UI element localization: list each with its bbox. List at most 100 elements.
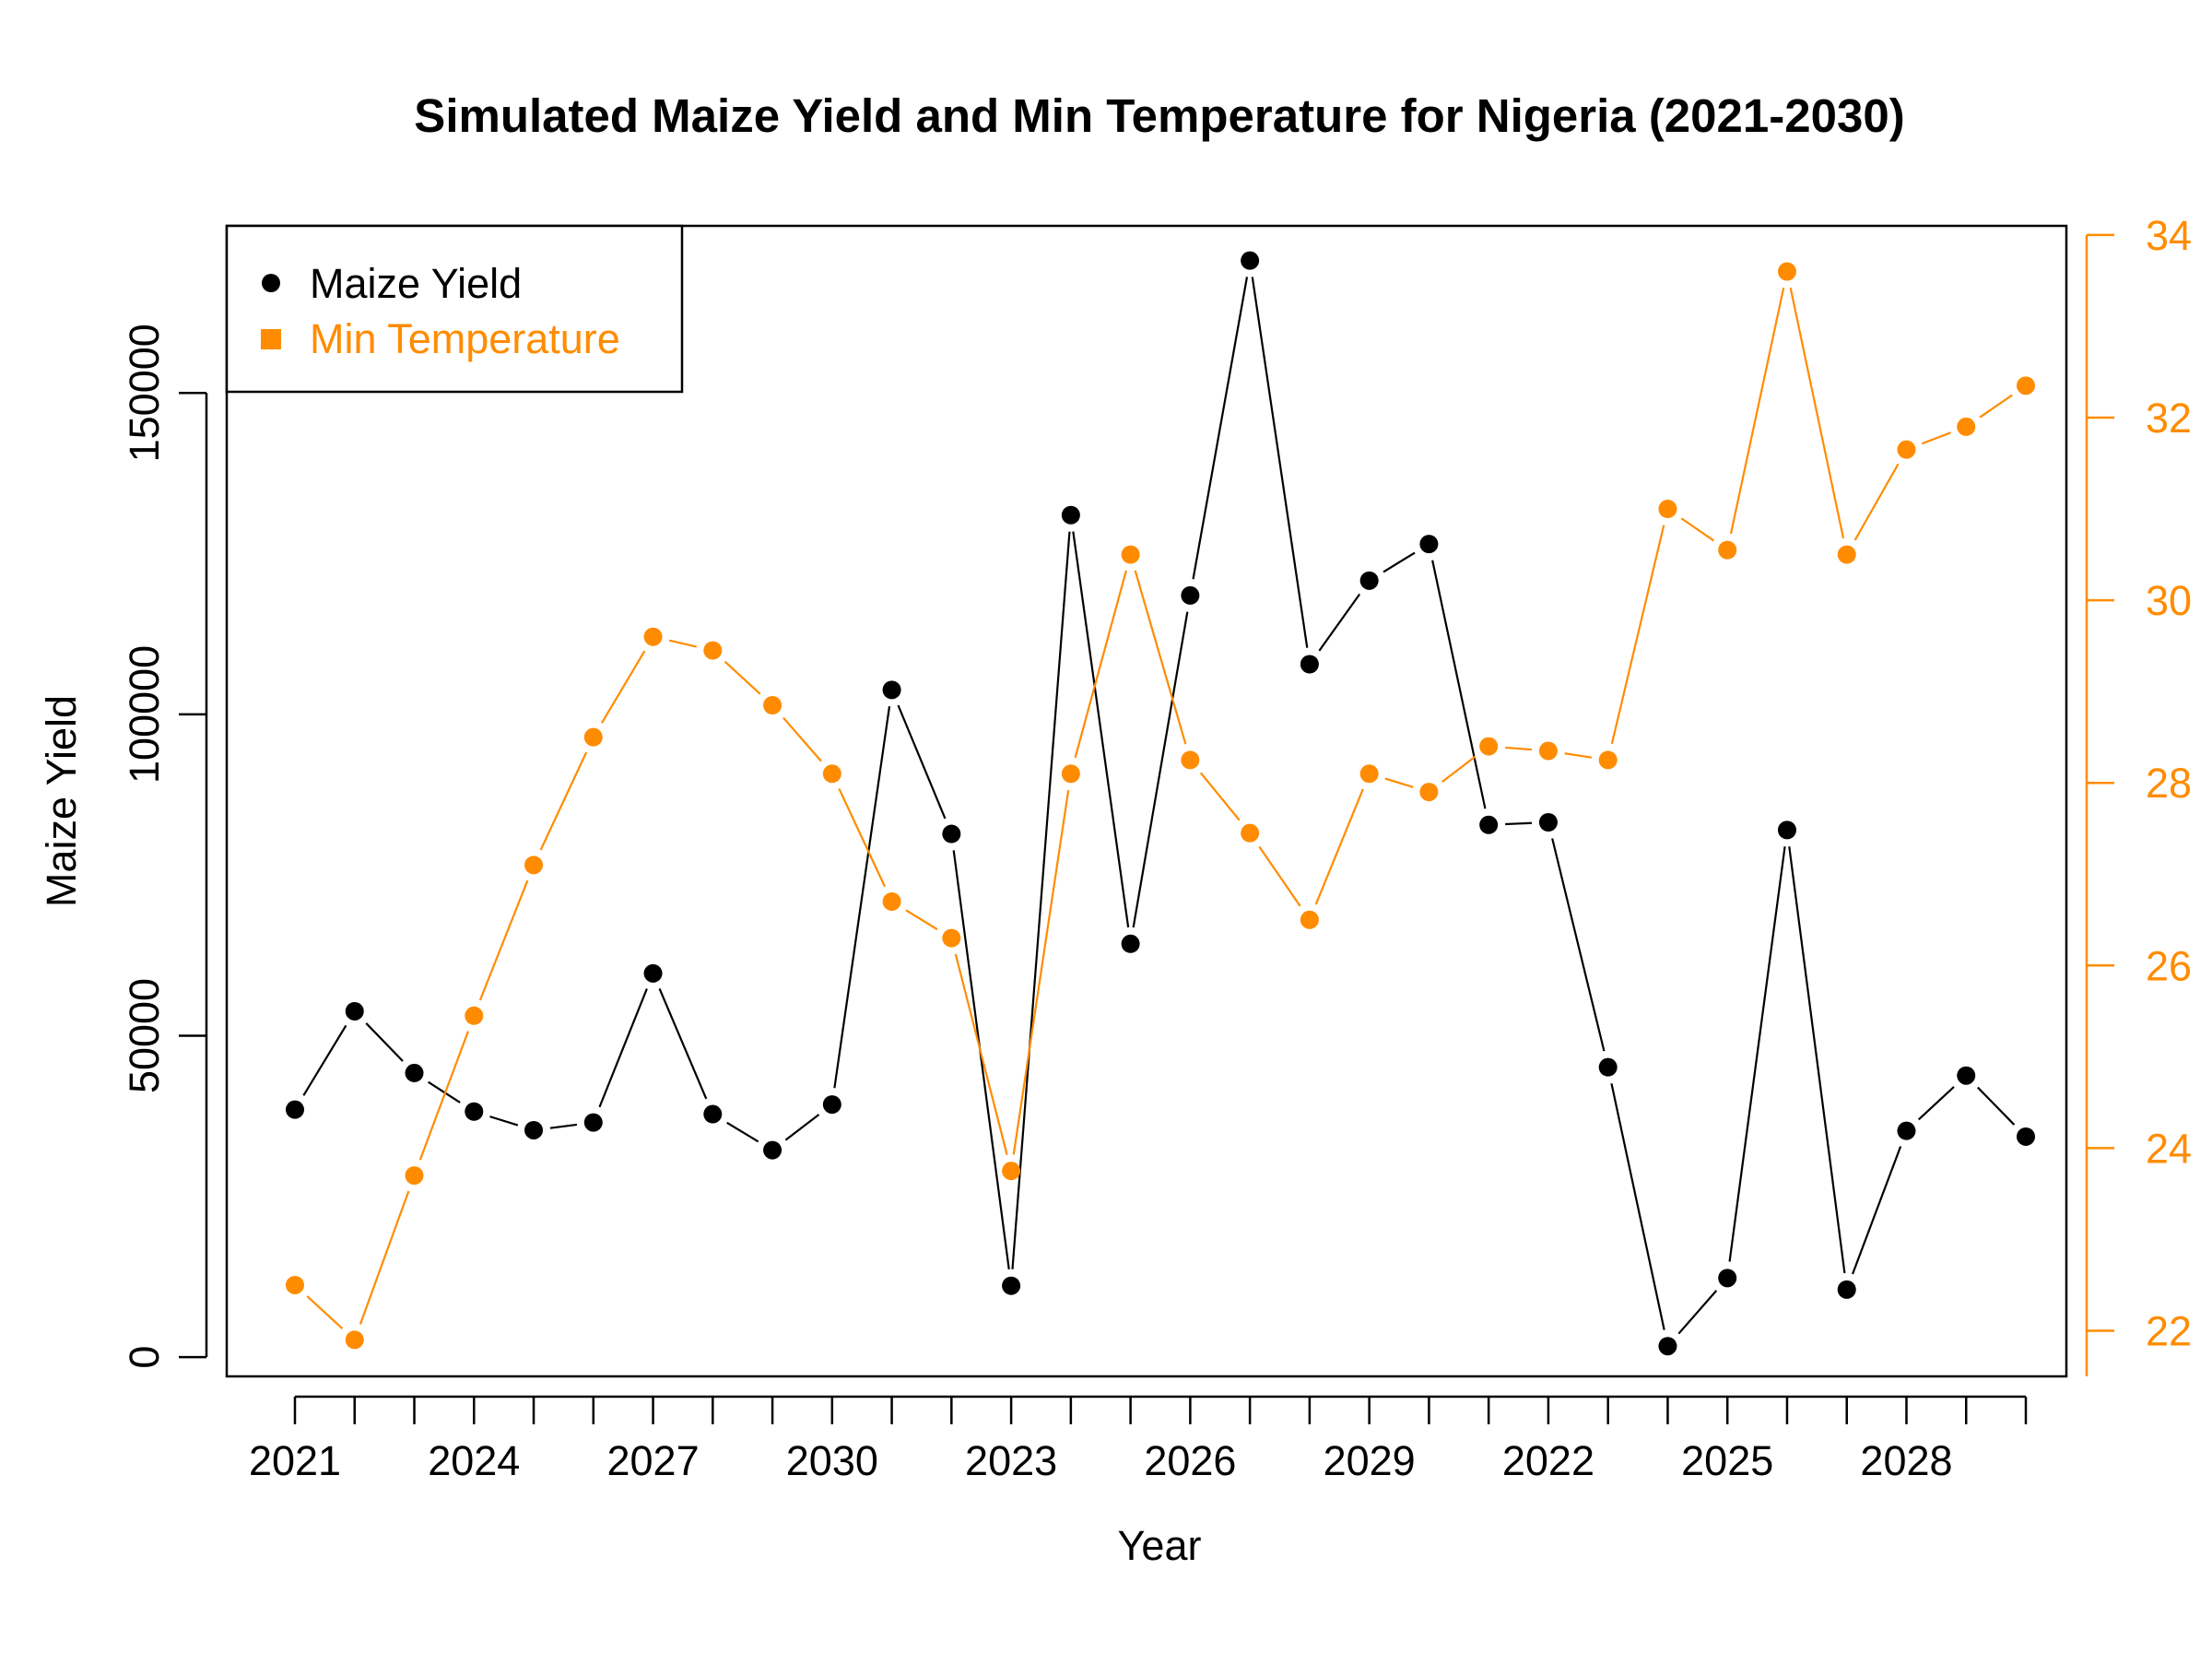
y2-tick-label: 24 <box>2146 1125 2192 1172</box>
legend: Maize Yield Min Temperature <box>225 224 684 394</box>
chart-marks: 2021 2024 2027 2030 2023 2026 2029 2022 2025 2028… <box>121 212 2192 1484</box>
series-1-point <box>345 1330 364 1350</box>
series-1-point <box>465 1006 484 1025</box>
series-0-point <box>1359 571 1379 590</box>
series-0-point <box>286 1100 304 1119</box>
series-0-point <box>763 1140 782 1160</box>
series-1-point <box>942 928 961 948</box>
series-0-segment <box>365 1022 404 1062</box>
series-0-point <box>1121 934 1140 953</box>
series-0-segment <box>833 706 891 1089</box>
series-0-point <box>1479 815 1499 834</box>
series-0-point <box>405 1063 424 1082</box>
series-0-segment <box>489 1115 519 1127</box>
x-tick-label: 2024 <box>428 1437 520 1484</box>
series-1-point <box>763 696 782 714</box>
series-1-segment <box>1258 845 1301 907</box>
series-1-point <box>703 641 723 660</box>
legend-marker-min-temperature <box>261 329 281 349</box>
series-1-segment <box>1199 772 1241 821</box>
series-1-segment <box>905 909 938 931</box>
series-0-point <box>1777 820 1796 840</box>
series-1-point <box>1837 545 1856 564</box>
series-1-point <box>1121 545 1140 564</box>
x-tick-label: 2023 <box>965 1437 1057 1484</box>
series-1-segment <box>1789 287 1845 539</box>
y2-tick-label: 34 <box>2146 212 2192 259</box>
legend-marker-maize-yield <box>262 274 280 292</box>
y2-tick-label: 26 <box>2146 942 2192 989</box>
series-1-segment <box>478 879 529 1001</box>
series-1-point <box>882 891 901 911</box>
series-0-segment <box>1505 821 1532 826</box>
series-0-point <box>882 680 901 700</box>
series-0-point <box>1598 1057 1618 1077</box>
series-1-segment <box>1134 570 1187 745</box>
x-axis-label: Year <box>1118 1522 1202 1569</box>
series-1-point <box>1777 262 1796 281</box>
series-0-segment <box>1011 531 1071 1269</box>
series-0-point <box>1658 1337 1677 1356</box>
series-0-segment <box>549 1123 578 1129</box>
series-1-segment <box>724 660 761 695</box>
series-0-segment <box>658 987 708 1100</box>
series-0-segment <box>897 704 947 820</box>
series-1-point <box>1479 737 1499 756</box>
legend-label-min-temperature: Min Temperature <box>310 315 620 362</box>
series-0-segment <box>1917 1086 1955 1121</box>
series-1-segment <box>782 716 822 762</box>
series-1-segment <box>954 953 1008 1155</box>
series-0-point <box>1002 1276 1021 1295</box>
series-0-segment <box>428 1080 461 1103</box>
series-0-segment <box>1132 611 1189 928</box>
chart-title: Simulated Maize Yield and Min Temperatur… <box>414 89 1904 142</box>
series-1-point <box>524 856 544 875</box>
series-0-segment <box>1788 846 1846 1274</box>
series-1-point <box>286 1275 304 1294</box>
series-0-segment <box>1072 531 1130 928</box>
series-0-point <box>1181 585 1200 605</box>
series-1-segment <box>1921 431 1951 445</box>
series-1-segment <box>1564 752 1593 759</box>
series-0-point <box>345 1001 364 1021</box>
series-0-point <box>1300 655 1319 674</box>
series-1-point <box>1002 1162 1021 1181</box>
x-tick-label: 2022 <box>1502 1437 1594 1484</box>
series-1-segment <box>418 1031 470 1161</box>
x-tick-label: 2025 <box>1681 1437 1773 1484</box>
y2-tick-label: 28 <box>2146 760 2192 807</box>
series-0-segment <box>598 988 648 1108</box>
legend-label-maize-yield: Maize Yield <box>310 260 522 307</box>
series-1-segment <box>1074 570 1127 759</box>
series-1-point <box>643 627 663 646</box>
series-0-point <box>1837 1280 1856 1299</box>
series-1-point <box>1718 540 1737 560</box>
y-tick-label: 150000 <box>121 324 168 462</box>
series-0-point <box>2017 1127 2035 1146</box>
series-0-point <box>942 824 961 844</box>
series-1-segment <box>1505 746 1533 751</box>
series-0-segment <box>1382 551 1416 573</box>
series-1-point <box>1061 764 1080 784</box>
y2-tick-label: 30 <box>2146 577 2192 624</box>
series-1-segment <box>306 1295 344 1330</box>
series-0-segment <box>1610 1083 1665 1330</box>
series-0-segment <box>1192 277 1249 580</box>
series-0-segment <box>1728 846 1786 1262</box>
series-1-point <box>1419 783 1439 802</box>
series-0-segment <box>302 1024 347 1096</box>
series-0-segment <box>1318 593 1361 652</box>
x-tick-label: 2030 <box>786 1437 878 1484</box>
y-tick-label: 100000 <box>121 645 168 784</box>
series-1-point <box>405 1166 424 1186</box>
series-0-point <box>1718 1269 1737 1288</box>
plot-frame <box>225 224 2068 1378</box>
y-tick-label: 50000 <box>121 978 168 1093</box>
series-1-point <box>1181 750 1200 770</box>
series-0-point <box>524 1120 544 1139</box>
series-0-point <box>1957 1066 1976 1085</box>
series-1-segment <box>1680 517 1715 542</box>
series-1-point <box>1538 741 1558 761</box>
